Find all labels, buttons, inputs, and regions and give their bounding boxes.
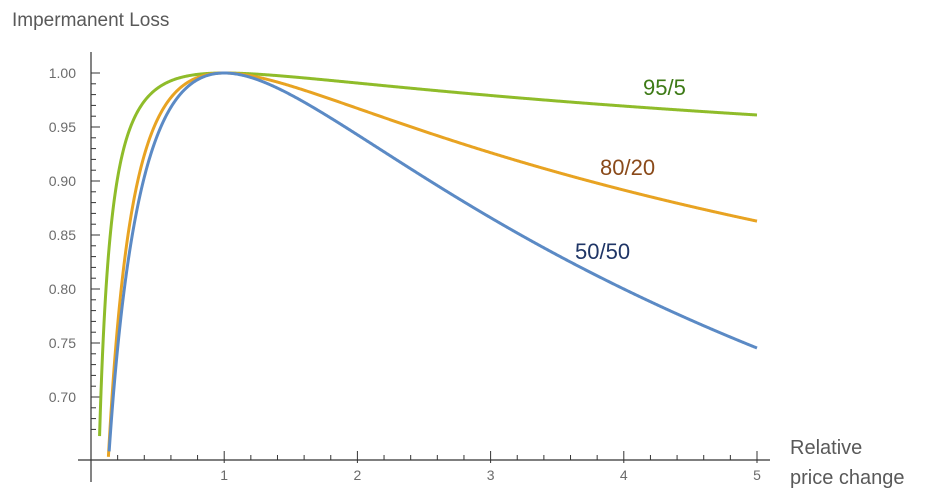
series-line-95-5	[98, 71, 758, 437]
y-axis-title: Impermanent Loss	[12, 10, 169, 31]
y-tick-label: 0.75	[49, 335, 76, 351]
series-label-95-5: 95/5	[643, 75, 686, 100]
series-line-50-50	[107, 71, 758, 452]
x-tick-label-5: 5	[753, 467, 761, 483]
series-line-80-20	[106, 71, 758, 457]
y-tick-label: 0.70	[49, 389, 76, 405]
y-tick-label: 0.85	[49, 227, 76, 243]
series-label-80-20: 80/20	[600, 155, 655, 180]
series-label-50-50: 50/50	[575, 239, 630, 264]
x-tick-label-3: 3	[487, 467, 495, 483]
x-tick-label-1: 1	[220, 467, 228, 483]
x-tick-label-2: 2	[354, 467, 362, 483]
x-axis-title-line1: Relative	[790, 437, 862, 459]
y-tick-label: 1.00	[49, 65, 76, 81]
y-tick-label: 0.90	[49, 173, 76, 189]
x-tick-label-4: 4	[620, 467, 628, 483]
x-axis-title-line2: price change	[790, 467, 905, 489]
y-tick-label: 0.95	[49, 119, 76, 135]
y-tick-label: 0.80	[49, 281, 76, 297]
